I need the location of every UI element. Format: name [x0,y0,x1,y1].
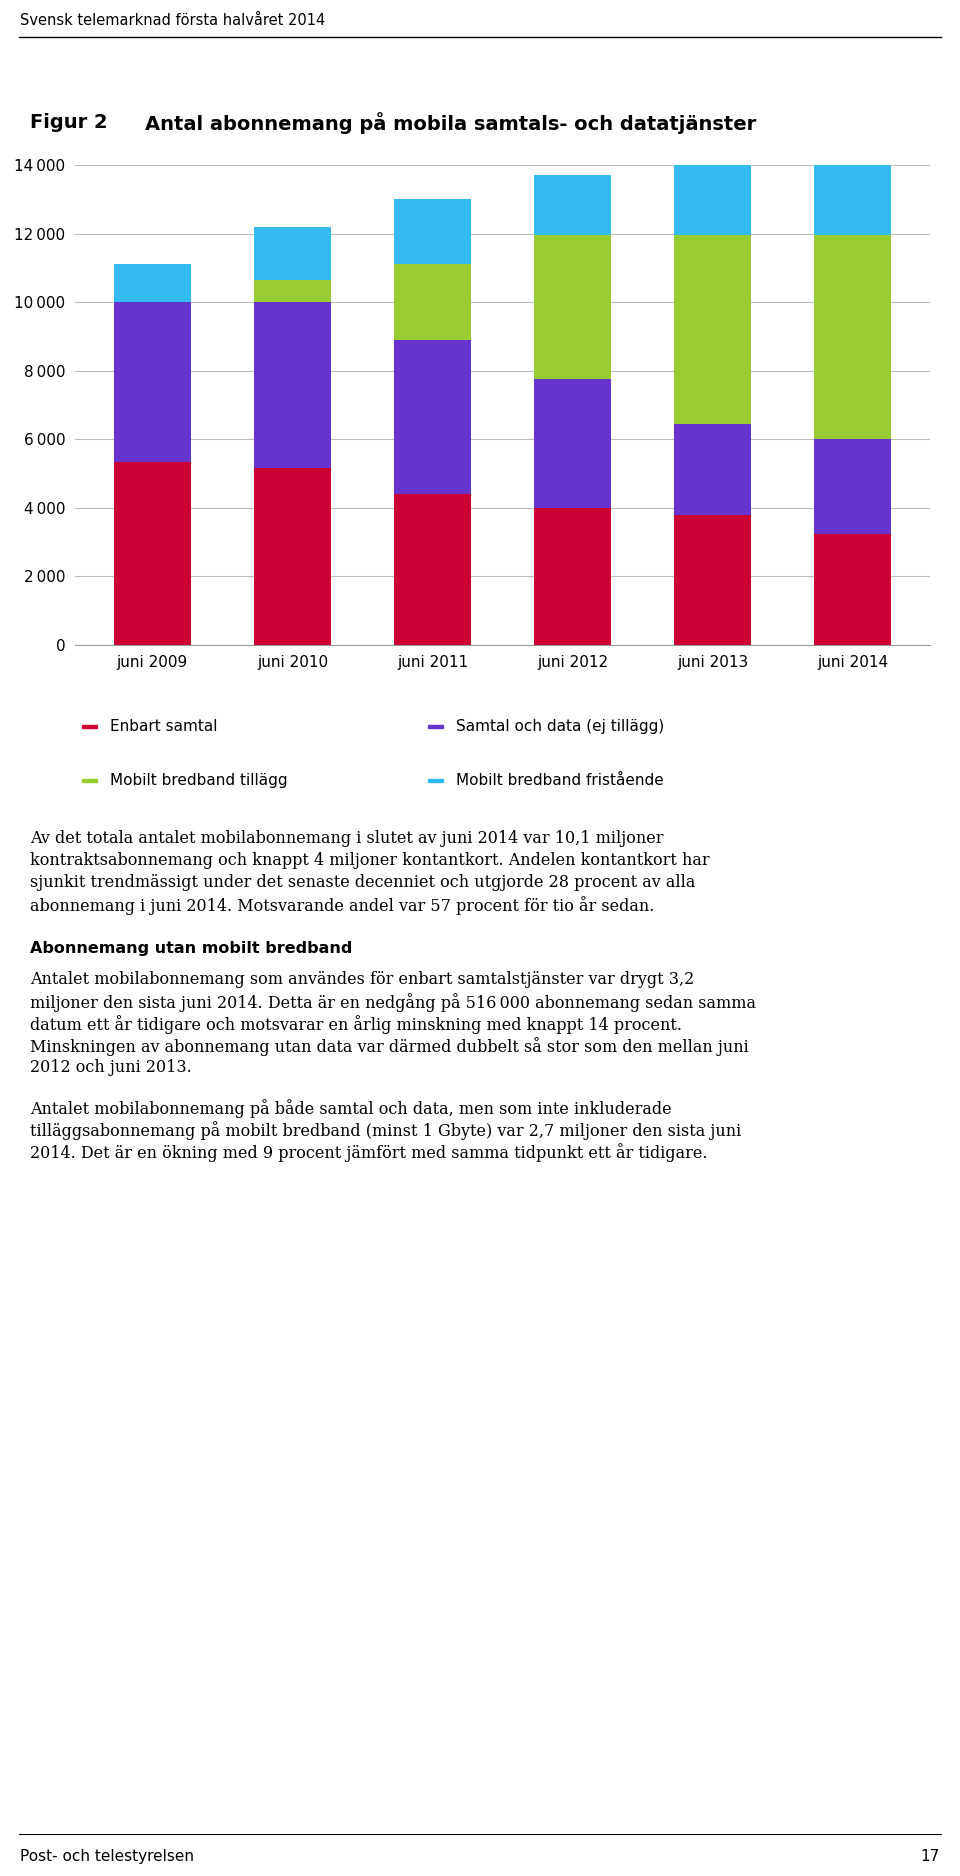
Text: datum ett år tidigare och motsvarar en årlig minskning med knappt 14 procent.: datum ett år tidigare och motsvarar en å… [30,1015,682,1034]
Y-axis label: Tusental: Tusental [0,366,3,445]
Bar [253,469,331,645]
Bar [253,227,331,280]
Bar [674,165,751,234]
Bar [253,280,331,302]
Bar [114,265,191,302]
Bar [83,724,97,728]
Text: abonnemang i juni 2014. Motsvarande andel var 57 procent för tio år sedan.: abonnemang i juni 2014. Motsvarande ande… [30,897,655,915]
Text: Mobilt bredband tillägg: Mobilt bredband tillägg [110,773,288,788]
Bar [394,493,471,645]
Bar [534,234,611,379]
Bar [428,779,443,782]
Bar [253,302,331,469]
Text: Minskningen av abonnemang utan data var därmed dubbelt så stor som den mellan ju: Minskningen av abonnemang utan data var … [30,1037,749,1056]
Bar [814,533,891,645]
Bar [394,199,471,265]
Text: Antal abonnemang på mobila samtals- och datatjänster: Antal abonnemang på mobila samtals- och … [145,113,756,133]
Text: Post- och telestyrelsen: Post- och telestyrelsen [20,1848,194,1863]
Bar [83,779,97,782]
Text: Svensk telemarknad första halvåret 2014: Svensk telemarknad första halvåret 2014 [20,13,325,28]
Text: kontraktsabonnemang och knappt 4 miljoner kontantkort. Andelen kontantkort har: kontraktsabonnemang och knappt 4 miljone… [30,852,709,869]
Text: 2012 och juni 2013.: 2012 och juni 2013. [30,1060,192,1077]
Text: miljoner den sista juni 2014. Detta är en nedgång på 516 000 abonnemang sedan sa: miljoner den sista juni 2014. Detta är e… [30,994,756,1013]
Text: 17: 17 [921,1848,940,1863]
Bar [814,439,891,533]
Bar [534,508,611,645]
Bar [674,424,751,514]
Text: Figur 2: Figur 2 [30,114,108,133]
Bar [394,340,471,493]
Bar [674,514,751,645]
Bar [114,461,191,645]
Text: Av det totala antalet mobilabonnemang i slutet av juni 2014 var 10,1 miljoner: Av det totala antalet mobilabonnemang i … [30,829,663,846]
Bar [428,724,443,728]
Text: sjunkit trendmässigt under det senaste decenniet och utgjorde 28 procent av alla: sjunkit trendmässigt under det senaste d… [30,874,695,891]
Bar [114,302,191,461]
Text: Samtal och data (ej tillägg): Samtal och data (ej tillägg) [456,719,664,734]
Bar [814,165,891,234]
Text: tilläggsabonnemang på mobilt bredband (minst 1 Gbyte) var 2,7 miljoner den sista: tilläggsabonnemang på mobilt bredband (m… [30,1122,741,1141]
Text: 2014. Det är en ökning med 9 procent jämfört med samma tidpunkt ett år tidigare.: 2014. Det är en ökning med 9 procent jäm… [30,1142,708,1163]
Bar [394,265,471,340]
Bar [814,234,891,439]
Bar [674,234,751,424]
Text: Enbart samtal: Enbart samtal [110,719,218,734]
Bar [534,174,611,234]
Text: Antalet mobilabonnemang som användes för enbart samtalstjänster var drygt 3,2: Antalet mobilabonnemang som användes för… [30,972,694,989]
Text: Antalet mobilabonnemang på både samtal och data, men som inte inkluderade: Antalet mobilabonnemang på både samtal o… [30,1099,672,1118]
Text: Mobilt bredband fristående: Mobilt bredband fristående [456,773,663,788]
Bar [534,379,611,508]
Text: Abonnemang utan mobilt bredband: Abonnemang utan mobilt bredband [30,942,352,957]
